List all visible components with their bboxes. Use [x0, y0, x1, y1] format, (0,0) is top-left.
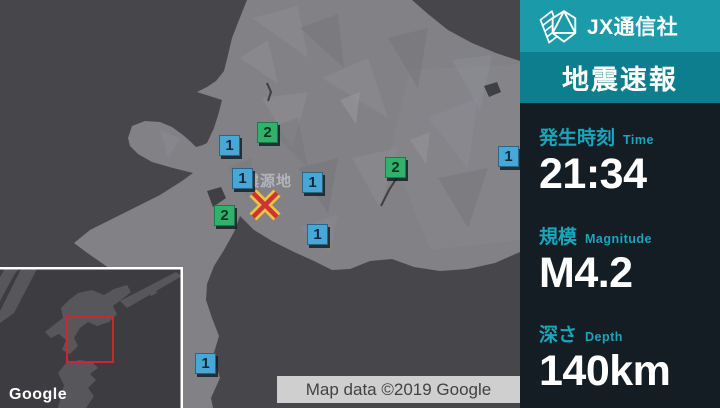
alert-title: 地震速報	[562, 65, 678, 95]
epicenter-x-icon	[249, 189, 281, 221]
intensity-marker-2: 2	[257, 122, 278, 143]
time-block: 発生時刻 Time 21:34	[539, 123, 720, 197]
inset-border-top	[0, 267, 183, 270]
lake-east	[484, 82, 501, 97]
magnitude-label-en: Magnitude	[585, 231, 653, 246]
google-logo[interactable]: Google	[9, 386, 68, 403]
quake-info: 発生時刻 Time 21:34 規模 Magnitude M4.2 深さ Dep…	[520, 103, 720, 394]
inset-sakhalin	[0, 267, 38, 323]
magnitude-block: 規模 Magnitude M4.2	[539, 222, 720, 296]
inset-honshu	[58, 360, 98, 408]
lake-shikotsu	[207, 187, 226, 207]
inset-landmasses	[0, 267, 182, 408]
intensity-marker-2: 2	[214, 205, 235, 226]
intensity-marker-2: 2	[385, 157, 406, 178]
depth-value: 140km	[539, 347, 671, 396]
alert-panel: JX通信社 地震速報 発生時刻 Time 21:34 規模 Magnitude …	[520, 0, 720, 408]
intensity-marker-1: 1	[498, 146, 519, 167]
hokkaido-landmass	[74, 0, 520, 408]
rivers	[266, 82, 399, 207]
inset-border-right	[180, 267, 183, 408]
depth-label-ja: 深さ	[539, 325, 578, 347]
depth-block: 深さ Depth 140km	[539, 320, 720, 394]
intensity-marker-1: 1	[195, 353, 216, 374]
magnitude-value: M4.2	[539, 248, 633, 297]
inset-viewport-rect	[66, 316, 114, 363]
depth-label-en: Depth	[585, 330, 623, 345]
intensity-marker-1: 1	[302, 172, 323, 193]
inset-mainland	[0, 267, 20, 301]
inset-map	[0, 267, 183, 408]
time-label-en: Time	[623, 133, 654, 147]
intensity-marker-1: 1	[219, 135, 240, 156]
alert-banner: 地震速報	[520, 52, 720, 103]
jx-press-logo-icon	[539, 9, 577, 44]
magnitude-label-ja: 規模	[539, 226, 578, 248]
terrain-texture	[160, 6, 520, 252]
brand-name: JX通信社	[587, 16, 679, 39]
lakes	[207, 82, 501, 207]
intensity-marker-1: 1	[232, 168, 253, 189]
map-attribution: Map data ©2019 Google	[277, 376, 520, 403]
epicenter-label: 震源地	[244, 173, 293, 190]
time-label-ja: 発生時刻	[539, 128, 616, 149]
time-value: 21:34	[539, 150, 647, 198]
intensity-marker-1: 1	[307, 224, 328, 245]
brand-header: JX通信社	[520, 0, 720, 52]
